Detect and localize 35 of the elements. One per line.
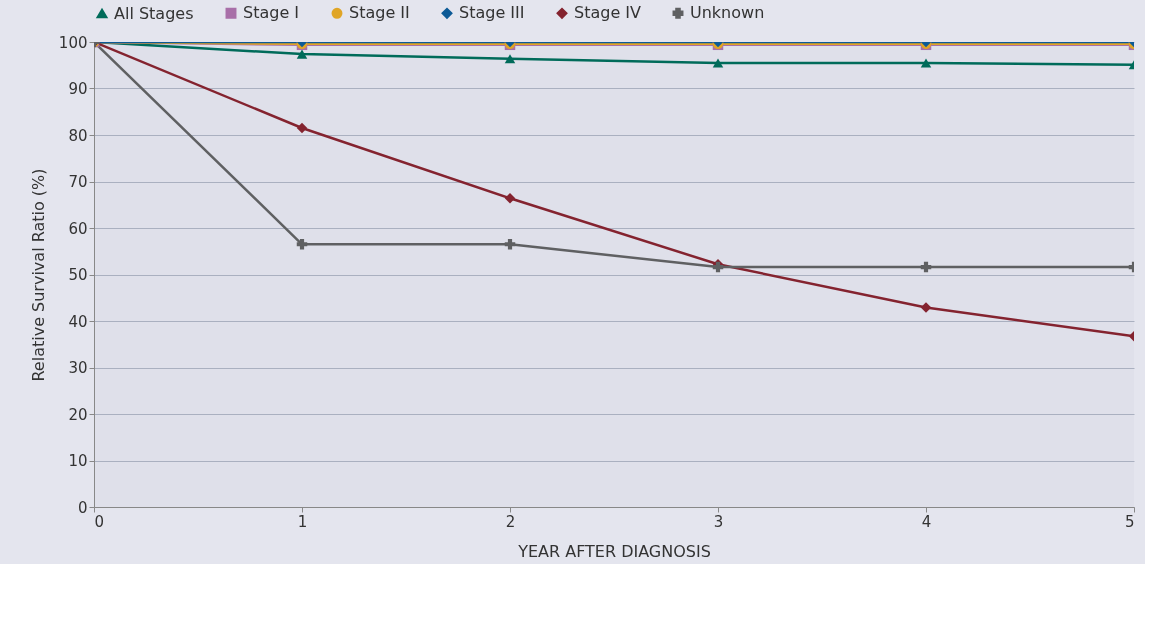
y-tick-label: 20 <box>68 405 88 424</box>
x-tick-label: 2 <box>505 512 516 531</box>
x-tick-label: 3 <box>713 512 724 531</box>
legend-label: Stage III <box>459 3 525 23</box>
legend-label: Unknown <box>690 3 765 23</box>
y-tick-label: 90 <box>68 80 88 98</box>
y-tick-label: 80 <box>68 126 88 145</box>
y-tick-label: 40 <box>68 312 88 331</box>
point <box>296 239 308 250</box>
x-tick-label: 4 <box>921 512 932 531</box>
y-axis-title: Relative Survival Ratio (%) <box>28 168 48 382</box>
y-tick-label: 50 <box>68 266 88 284</box>
legend-label: Stage I <box>243 3 300 23</box>
point <box>712 58 724 68</box>
point <box>920 58 932 68</box>
x-axis-title: YEAR AFTER DIAGNOSIS <box>517 541 711 561</box>
legend-label: Stage IV <box>574 3 642 23</box>
y-tick-label: 10 <box>68 452 88 470</box>
point <box>504 193 516 204</box>
point <box>920 302 932 313</box>
x-tick-label: 1 <box>297 512 308 531</box>
point <box>504 54 516 64</box>
x-tick-label: 0 <box>94 512 105 531</box>
point <box>920 261 932 273</box>
y-tick-label: 30 <box>68 359 88 377</box>
y-tick-label: 70 <box>68 173 88 191</box>
point <box>296 122 308 134</box>
point <box>296 49 308 59</box>
legend-label: Stage II <box>349 3 410 23</box>
y-tick-label: 60 <box>68 219 88 238</box>
legend-label: All Stages <box>114 3 194 23</box>
point <box>504 239 516 250</box>
y-tick-label: 100 <box>58 33 88 52</box>
y-tick-label: 0 <box>77 498 88 517</box>
x-tick-label: 5 <box>1124 512 1135 531</box>
